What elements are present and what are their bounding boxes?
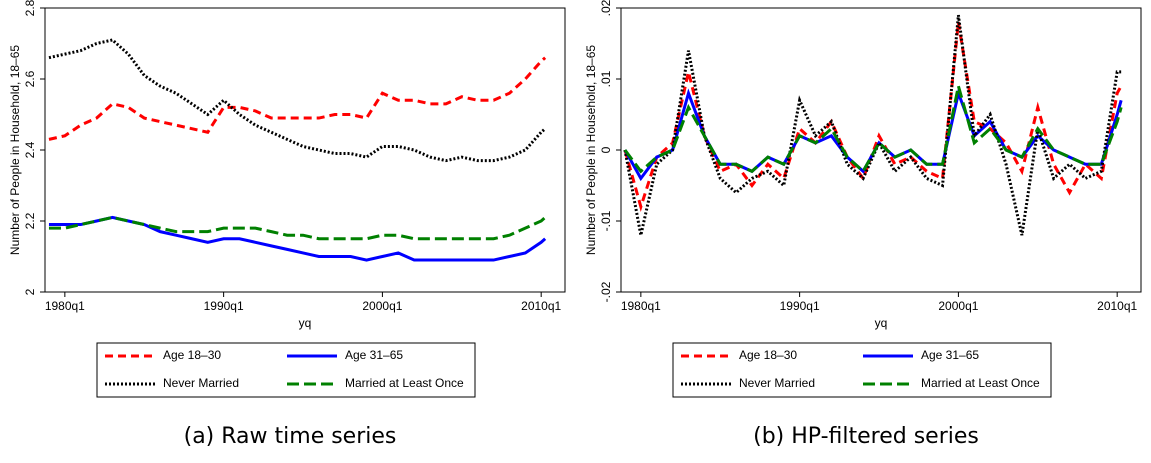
legend-label: Never Married xyxy=(739,376,815,390)
y-tick-label: 2 xyxy=(23,288,37,295)
y-tick-label: .02 xyxy=(599,0,613,16)
x-tick-label: 2010q1 xyxy=(521,299,561,313)
y-axis-label: Number of People in Household, 18–65 xyxy=(584,45,598,255)
series-line xyxy=(623,85,1123,174)
x-tick-label: 1990q1 xyxy=(204,299,244,313)
y-tick-label: 2.4 xyxy=(23,141,37,158)
y-tick-label: -.02 xyxy=(599,281,613,302)
x-tick-label: 2010q1 xyxy=(1097,299,1137,313)
plot-frame xyxy=(620,7,1142,293)
series-line xyxy=(623,21,1123,213)
x-tick-label: 2000q1 xyxy=(362,299,402,313)
legend-label: Never Married xyxy=(163,376,239,390)
y-tick-label: 2.8 xyxy=(23,0,37,16)
legend-label: Married at Least Once xyxy=(921,376,1040,390)
x-tick-label: 1980q1 xyxy=(45,299,85,313)
legend-label: Married at Least Once xyxy=(345,376,464,390)
y-tick-label: 0 xyxy=(599,146,613,153)
y-tick-label: 2.2 xyxy=(23,212,37,229)
caption: (b) HP-filtered series xyxy=(753,424,979,449)
x-tick-label: 1980q1 xyxy=(621,299,661,313)
legend-label: Age 31–65 xyxy=(345,348,403,362)
x-tick-label: 2000q1 xyxy=(938,299,978,313)
legend-box xyxy=(672,342,1052,398)
series-line xyxy=(48,38,547,163)
legend-label: Age 31–65 xyxy=(921,348,979,362)
legend-label: Age 18–30 xyxy=(739,348,797,362)
x-tick-label: 1990q1 xyxy=(780,299,820,313)
caption: (a) Raw time series xyxy=(184,424,397,449)
x-axis-label: yq xyxy=(875,316,888,330)
legend-box xyxy=(96,342,476,398)
y-tick-label: -.01 xyxy=(599,210,613,231)
series-line xyxy=(48,215,547,241)
x-axis-label: yq xyxy=(299,316,312,330)
series-line xyxy=(48,56,547,141)
y-tick-label: .01 xyxy=(599,70,613,87)
legend-label: Age 18–30 xyxy=(163,348,221,362)
y-axis-label: Number of People in Household, 18–65 xyxy=(8,45,22,255)
y-tick-label: 2.6 xyxy=(23,70,37,87)
